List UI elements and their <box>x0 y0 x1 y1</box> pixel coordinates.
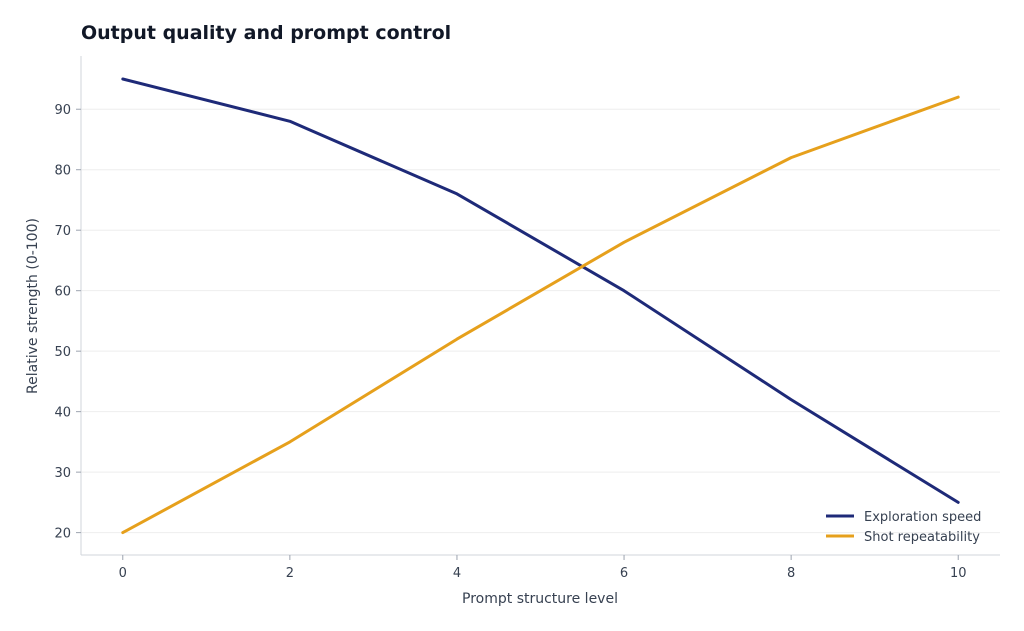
legend: Exploration speed Shot repeatability <box>826 510 981 545</box>
y-tick-label: 70 <box>54 224 71 239</box>
series-line-2 <box>121 95 960 535</box>
y-tick-label: 40 <box>54 406 71 421</box>
y-tick-label: 20 <box>54 527 71 542</box>
x-axis-label: Prompt structure level <box>462 591 618 607</box>
gridlines <box>81 108 1000 534</box>
y-axis-label: Relative strength (0-100) <box>25 218 41 394</box>
y-tick-labels: 20 30 40 50 60 70 80 90 <box>54 103 81 542</box>
y-tick-label: 30 <box>54 466 71 481</box>
series-line-1 <box>121 77 960 504</box>
x-tick-label: 4 <box>453 566 461 581</box>
series-lines <box>121 77 960 535</box>
x-tick-label: 2 <box>286 566 294 581</box>
chart-title: Output quality and prompt control <box>81 22 451 44</box>
y-tick-label: 80 <box>54 164 71 179</box>
x-tick-label: 6 <box>620 566 628 581</box>
legend-label-2: Shot repeatability <box>864 530 980 545</box>
x-tick-labels: 0 2 4 6 8 10 <box>119 555 967 581</box>
legend-label-1: Exploration speed <box>864 510 981 525</box>
y-tick-label: 50 <box>54 345 71 360</box>
x-tick-label: 10 <box>950 566 967 581</box>
y-tick-label: 90 <box>54 103 71 118</box>
x-tick-label: 8 <box>787 566 795 581</box>
y-tick-label: 60 <box>54 285 71 300</box>
x-tick-label: 0 <box>119 566 127 581</box>
